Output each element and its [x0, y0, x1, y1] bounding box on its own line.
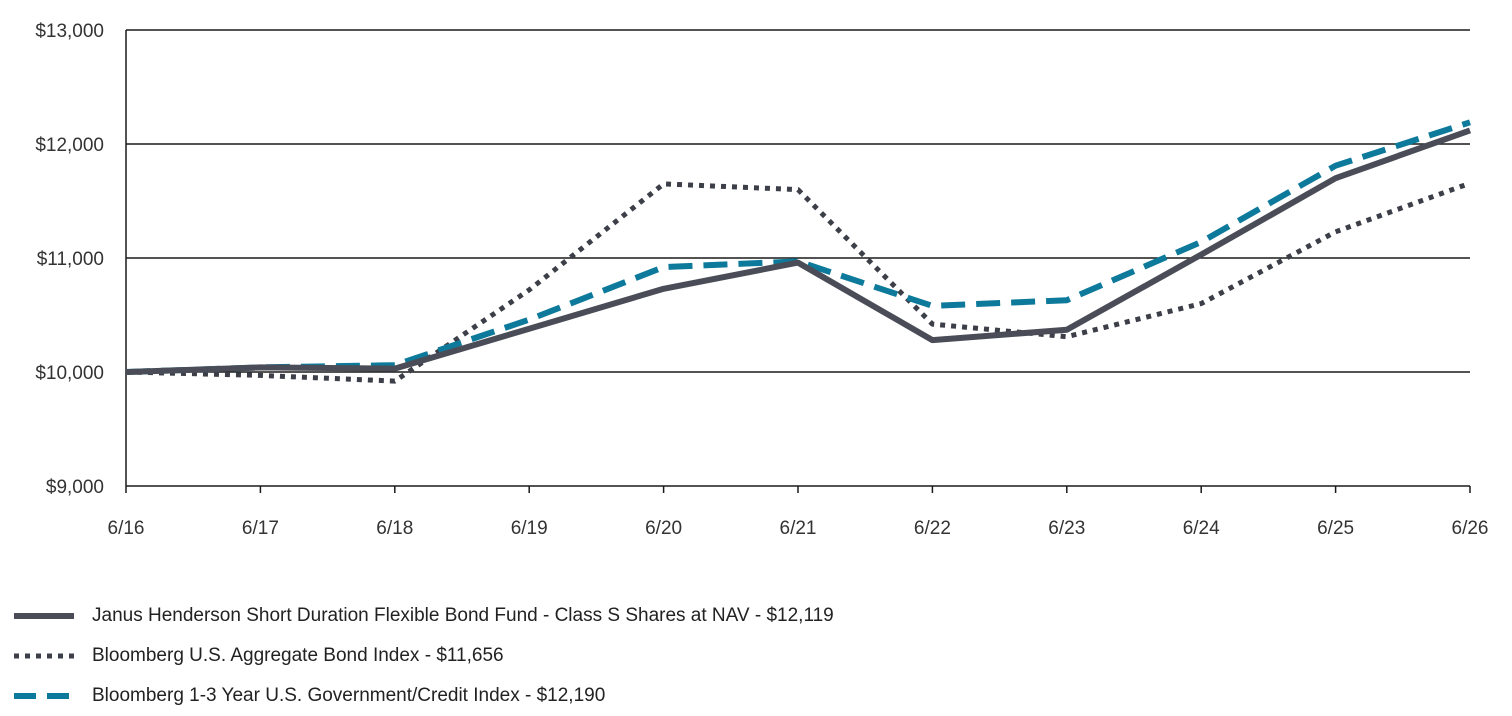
x-tick-label: 6/17 — [242, 518, 279, 539]
line-chart: $9,000$10,000$11,000$12,000$13,000 6/16 6… — [35, 21, 1489, 539]
series-lines — [125, 119, 1472, 384]
x-tick-label: 6/25 — [1317, 518, 1354, 539]
legend-swatch-solid — [14, 613, 74, 619]
legend-item-fund: Janus Henderson Short Duration Flexible … — [14, 596, 834, 636]
legend-swatch-dotted — [14, 653, 74, 659]
x-tick-label: 6/16 — [108, 518, 145, 539]
x-tick-label: 6/21 — [780, 518, 817, 539]
legend-label-fund: Janus Henderson Short Duration Flexible … — [92, 605, 834, 626]
y-tick-label: $12,000 — [35, 135, 104, 156]
y-axis-ticks: $9,000 $10,000 $11,000 $12,000 $13,000 — [35, 21, 104, 498]
legend-label-govt-credit-index: Bloomberg 1-3 Year U.S. Government/Credi… — [92, 685, 606, 706]
legend-label-aggregate-index: Bloomberg U.S. Aggregate Bond Index - $1… — [92, 645, 504, 666]
y-tick-label: $10,000 — [35, 363, 104, 384]
legend: Janus Henderson Short Duration Flexible … — [14, 596, 834, 716]
legend-item-aggregate-index: Bloomberg U.S. Aggregate Bond Index - $1… — [14, 636, 834, 676]
x-tick-label: 6/20 — [645, 518, 682, 539]
x-tick-label: 6/24 — [1183, 518, 1220, 539]
gridlines — [126, 29, 1470, 373]
x-tick-label: 6/23 — [1048, 518, 1085, 539]
x-tick-label: 6/22 — [914, 518, 951, 539]
y-tick-label: $9,000 — [46, 477, 104, 498]
y-tick-label: $11,000 — [37, 249, 104, 270]
series-line-dotted — [125, 180, 1471, 384]
x-axis-ticks: 6/16 6/17 6/18 6/19 6/20 6/21 6/22 6/23 6/24 6/25… — [108, 486, 1489, 539]
y-tick-label: $13,000 — [35, 21, 104, 42]
x-tick-label: 6/19 — [511, 518, 548, 539]
series-line-dashed — [125, 119, 1471, 375]
series-line-solid — [125, 127, 1472, 375]
legend-item-govt-credit-index: Bloomberg 1-3 Year U.S. Government/Credi… — [14, 676, 834, 716]
x-tick-label: 6/18 — [376, 518, 413, 539]
legend-swatch-dashed — [14, 693, 74, 699]
x-tick-label: 6/26 — [1452, 518, 1489, 539]
